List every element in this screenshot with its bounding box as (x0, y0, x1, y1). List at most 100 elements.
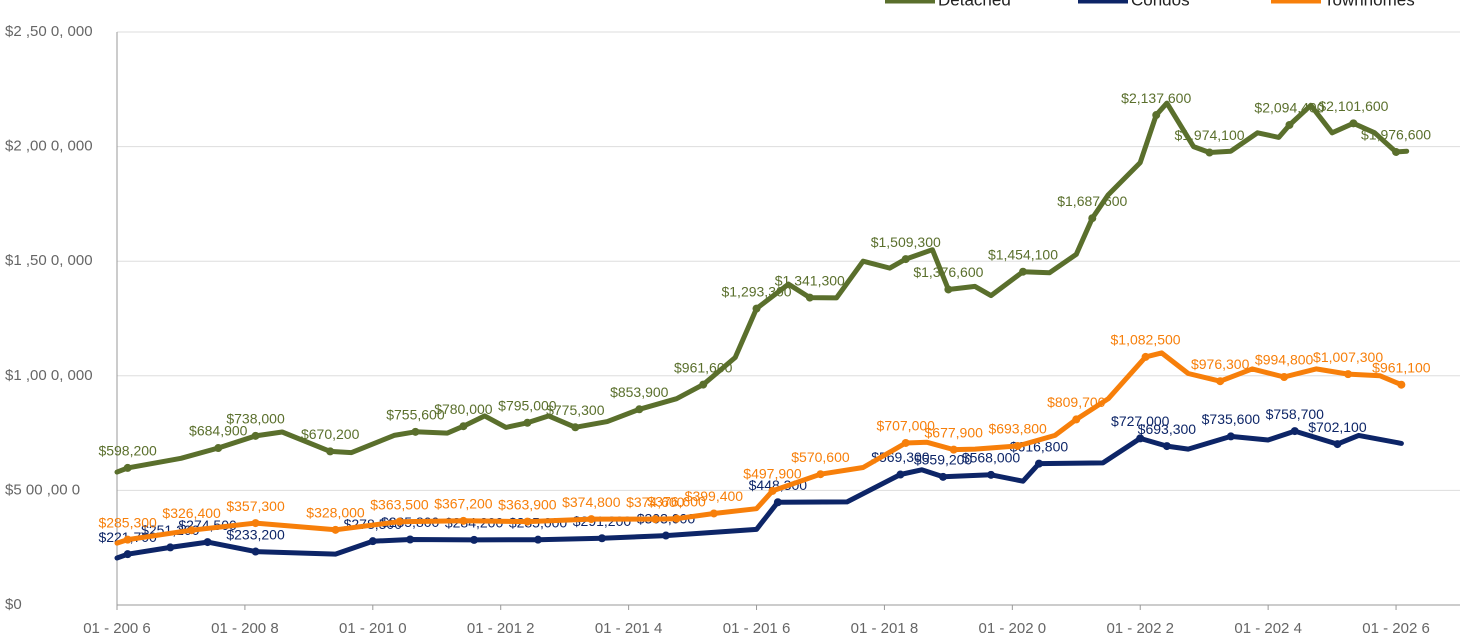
x-tick-label: 01 - 202 2 (1106, 620, 1174, 637)
point (470, 535, 479, 544)
series: $221,700$251,200$274,500$233,200$278,500… (98, 406, 1404, 561)
point (571, 423, 580, 432)
data-label: $684,900 (189, 423, 248, 439)
data-label: $363,900 (498, 496, 557, 512)
data-label: $497,900 (743, 466, 802, 482)
point (1018, 267, 1027, 276)
data-label: $374,800 (562, 494, 621, 510)
data-label: $1,341,300 (775, 272, 845, 288)
point (1333, 440, 1342, 449)
point (187, 526, 196, 535)
point (587, 515, 596, 524)
x-tick-label: 01 - 201 0 (339, 620, 407, 637)
data-label: $1,082,500 (1111, 332, 1181, 348)
point (1205, 148, 1214, 157)
point (251, 547, 260, 556)
x-tick-label: 01 - 201 6 (723, 620, 791, 637)
y-tick-label: $5 00 ,00 0 (5, 481, 80, 498)
x-tick-label: 01 - 200 8 (211, 620, 279, 637)
point (251, 431, 260, 440)
point (901, 255, 910, 264)
data-label: $693,300 (1138, 421, 1197, 437)
data-label: $1,454,100 (988, 246, 1058, 262)
point (768, 486, 777, 495)
point (1152, 111, 1161, 120)
data-label: $994,800 (1255, 352, 1314, 368)
point (123, 550, 132, 559)
data-label: $1,376,600 (913, 264, 983, 280)
data-label: $735,600 (1202, 411, 1261, 427)
point (1349, 119, 1358, 128)
point (1072, 415, 1081, 424)
legend-label: Detached (938, 0, 1011, 9)
point (459, 422, 468, 431)
point (816, 470, 825, 479)
y-tick-label: $2 ,00 0, 000 (5, 138, 93, 155)
data-label: $976,300 (1191, 356, 1250, 372)
data-label: $1,007,300 (1313, 349, 1383, 365)
point (699, 380, 708, 389)
data-label: $2,101,600 (1318, 98, 1388, 114)
point (123, 535, 132, 544)
data-label: $2,094,400 (1254, 100, 1324, 116)
data-label: $367,200 (434, 496, 493, 512)
data-label: $328,000 (306, 505, 365, 521)
y-tick-label: $1 ,00 0, 000 (5, 367, 93, 384)
point (1392, 147, 1401, 156)
data-label: $376,600 (647, 493, 706, 509)
point (661, 531, 670, 540)
y-tick-label: $0 (5, 596, 22, 613)
data-label: $559,200 (914, 452, 973, 468)
data-label: $1,509,300 (871, 234, 941, 250)
point (1285, 120, 1294, 129)
point (672, 514, 681, 523)
x-tick-label: 01 - 201 4 (595, 620, 663, 637)
point (214, 444, 223, 453)
data-label: $809,700 (1047, 394, 1106, 410)
point (944, 285, 953, 294)
series-line (114, 428, 1404, 561)
point (1344, 370, 1353, 379)
data-label: $357,300 (226, 498, 285, 514)
data-label: $568,000 (962, 450, 1021, 466)
data-label: $570,600 (791, 449, 850, 465)
data-label: $2,137,600 (1121, 90, 1191, 106)
point (523, 418, 532, 427)
point (251, 519, 260, 528)
point (1013, 441, 1022, 450)
data-label: $1,974,100 (1174, 127, 1244, 143)
point (1226, 432, 1235, 441)
x-tick-label: 01 - 202 0 (979, 620, 1047, 637)
data-label: $1,687,600 (1057, 193, 1127, 209)
point (203, 538, 212, 547)
y-tick-label: $1 ,50 0, 000 (5, 252, 93, 269)
data-label: $399,400 (685, 488, 744, 504)
point (1397, 380, 1406, 389)
point (597, 534, 606, 543)
point (534, 535, 543, 544)
data-label: $727,000 (1111, 413, 1170, 429)
point (805, 293, 814, 302)
data-label: $853,900 (610, 384, 669, 400)
data-label: $961,100 (1372, 359, 1431, 375)
data-label: $693,800 (988, 421, 1047, 437)
point (651, 515, 660, 524)
x-tick-label: 01 - 202 6 (1362, 620, 1430, 637)
legend-label: Townhomes (1324, 0, 1415, 9)
point (752, 304, 761, 313)
point (395, 517, 404, 526)
data-label: $598,200 (98, 443, 157, 459)
series-line (114, 100, 1410, 475)
data-label: $448,300 (749, 477, 808, 493)
x-tick-label: 01 - 200 6 (83, 620, 151, 637)
point (1216, 377, 1225, 386)
data-label: $1,293,300 (721, 283, 791, 299)
data-label: $780,000 (434, 401, 493, 417)
data-label: $707,000 (877, 418, 936, 434)
data-label: $961,600 (674, 359, 733, 375)
point (1280, 372, 1289, 381)
point (1088, 214, 1097, 223)
point (987, 470, 996, 479)
point (1290, 427, 1299, 436)
